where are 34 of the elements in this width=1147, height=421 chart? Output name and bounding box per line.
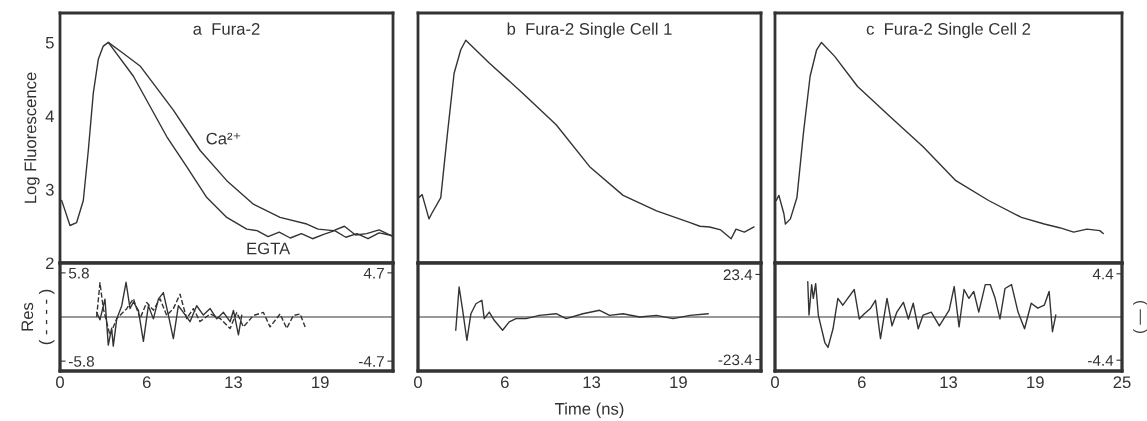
y-tick-label: 2: [46, 257, 54, 270]
y2-tick-label: -4.4: [1088, 355, 1114, 366]
y2-axis-title: ( — ): [1133, 300, 1147, 334]
y-tick-label: 5: [45, 36, 54, 49]
y2-tick-label: 23.4: [723, 269, 753, 281]
x-tick-label: 19: [670, 376, 687, 389]
x-tick-label: 0: [771, 376, 779, 389]
x-axis-title: Time (ns): [555, 402, 624, 419]
x-tick-label: 0: [56, 376, 64, 389]
x-tick-label: 0: [414, 376, 422, 389]
y-tick-label: 3: [45, 183, 54, 196]
y-axis-title: Res ( - - - - ): [21, 289, 55, 345]
y-tick-label: -5.8: [69, 355, 94, 367]
x-tick-label: 19: [1027, 376, 1044, 389]
text: b Fura-2 Single Cell 1: [507, 22, 672, 39]
y2-tick-label: -23.4: [718, 354, 753, 366]
x-tick-label: 6: [501, 376, 509, 389]
x-tick-label: 13: [583, 376, 601, 389]
chart-title: a Fura-2: [193, 23, 260, 35]
y-tick-label: 5.8: [68, 267, 89, 279]
y-axis-title: Log Fluorescence: [24, 72, 40, 203]
y2-tick-label: 4.4: [1092, 268, 1114, 280]
text: c Fura-2 Single Cell 2: [866, 22, 1031, 39]
x-tick-label: 19: [312, 376, 329, 389]
series-label: EGTA: [247, 242, 291, 255]
x-tick-label: 6: [142, 376, 151, 389]
x-tick-label: 13: [225, 376, 242, 389]
x-tick-label: 13: [940, 376, 958, 389]
y2-tick-label: 4.7: [363, 267, 384, 279]
x-tick-label: 25: [1113, 376, 1131, 389]
x-tick-label: 6: [857, 376, 866, 389]
series-label: Ca²⁺: [206, 132, 241, 145]
y2-tick-label: -4.7: [359, 356, 384, 367]
y-tick-label: 4: [45, 110, 54, 122]
